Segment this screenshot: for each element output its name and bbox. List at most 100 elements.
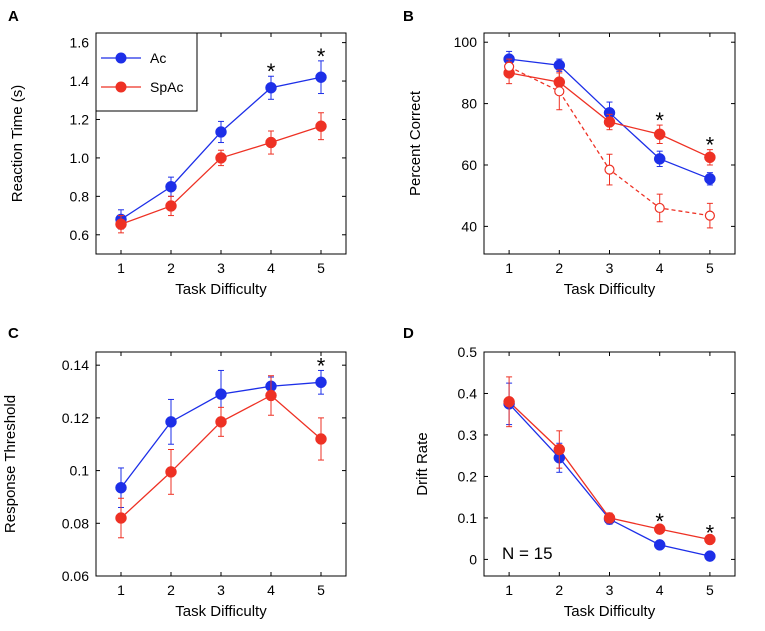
x-tick-label: 4 <box>656 260 664 276</box>
y-tick-label: 0.8 <box>70 188 90 204</box>
y-tick-label: 0.12 <box>62 410 89 426</box>
panel-letter: B <box>403 8 414 25</box>
x-tick-label: 4 <box>267 582 275 598</box>
x-tick-label: 2 <box>167 582 175 598</box>
legend-label: SpAc <box>150 79 183 95</box>
y-axis-label: Reaction Time (s) <box>9 85 26 203</box>
y-tick-label: 1.2 <box>70 111 90 127</box>
y-tick-label: 0 <box>469 551 477 567</box>
point-spac-open- <box>704 210 716 221</box>
x-axis-label: Task Difficulty <box>175 603 267 620</box>
x-tick-label: 5 <box>706 582 714 598</box>
point-ac <box>165 416 177 428</box>
x-tick-label: 5 <box>317 582 325 598</box>
point-spac <box>215 152 227 164</box>
point-spac <box>653 128 666 141</box>
point-spac-open- <box>654 202 665 214</box>
point-spac <box>165 200 177 212</box>
point-ac <box>215 388 227 400</box>
x-tick-label: 5 <box>706 260 714 276</box>
x-axis-label: Task Difficulty <box>564 281 656 298</box>
y-tick-label: 0.1 <box>458 510 478 526</box>
point-spac <box>315 120 327 132</box>
point-ac <box>165 180 177 193</box>
y-tick-label: 0.3 <box>458 427 478 443</box>
point-ac <box>704 173 716 185</box>
point-ac <box>315 376 327 389</box>
panel-letter: A <box>8 8 19 25</box>
x-axis-label: Task Difficulty <box>564 603 656 620</box>
legend-marker <box>115 52 127 64</box>
panel-a: A 1 2 3 4 5 0.6 0.8 1.0 1.2 1.4 1.6 Task Difficulty R… <box>8 8 347 298</box>
point-spac <box>603 116 616 128</box>
x-tick-label: 2 <box>167 260 175 276</box>
x-tick-label: 2 <box>555 582 563 598</box>
point-ac <box>553 59 566 71</box>
significance-star: * <box>706 520 715 545</box>
x-tick-label: 3 <box>217 582 225 598</box>
y-tick-label: 1.6 <box>70 35 90 51</box>
y-tick-label: 100 <box>454 34 478 50</box>
y-tick-label: 40 <box>461 218 477 234</box>
point-spac <box>115 218 127 230</box>
significance-star: * <box>655 108 664 133</box>
point-spac <box>265 136 277 149</box>
legend: Ac SpAc <box>95 32 198 112</box>
y-tick-label: 0.14 <box>62 357 89 373</box>
significance-star: * <box>267 59 276 84</box>
significance-star: * <box>655 509 664 534</box>
significance-star: * <box>317 353 326 378</box>
x-tick-label: 1 <box>505 582 513 598</box>
y-tick-label: 1.0 <box>70 150 90 166</box>
x-axis-label: Task Difficulty <box>175 281 267 298</box>
point-spac <box>165 466 177 478</box>
point-spac <box>315 433 327 445</box>
y-tick-label: 60 <box>461 157 477 173</box>
point-spac <box>653 523 666 535</box>
point-ac <box>215 126 227 138</box>
plot-frame <box>483 351 736 577</box>
x-tick-label: 2 <box>555 260 563 276</box>
point-ac <box>115 481 127 494</box>
legend-box <box>95 32 198 112</box>
point-ac <box>315 71 327 83</box>
x-tick-label: 3 <box>606 582 614 598</box>
legend-marker <box>115 81 127 93</box>
panel-c: C 1 2 3 4 5 0.06 0.08 0.1 0.12 0.14 Task Difficulty… <box>2 325 347 620</box>
x-tick-label: 4 <box>267 260 275 276</box>
y-tick-label: 0.08 <box>62 515 89 531</box>
panel-d: D 1 2 3 4 5 0 0.1 0.2 0.3 0.4 0.5 Task Difficulty Dri… <box>403 325 736 620</box>
y-tick-label: 80 <box>461 96 477 112</box>
point-spac <box>215 416 227 428</box>
series-line-spac-open- <box>508 66 710 217</box>
point-ac <box>704 550 716 562</box>
x-tick-label: 3 <box>606 260 614 276</box>
significance-star: * <box>317 44 326 69</box>
panel-letter: C <box>8 325 19 342</box>
point-ac <box>653 539 666 551</box>
y-axis-label: Response Threshold <box>2 395 19 533</box>
point-spac <box>553 443 566 456</box>
y-tick-label: 0.6 <box>70 227 90 243</box>
y-tick-label: 0.06 <box>62 568 89 584</box>
point-spac <box>704 533 716 546</box>
y-tick-label: 0.4 <box>458 385 478 401</box>
point-ac <box>265 82 277 94</box>
y-axis-label: Percent Correct <box>407 90 424 196</box>
significance-star: * <box>706 133 715 158</box>
point-spac <box>115 512 127 524</box>
panel-b: B 1 2 3 4 5 40 60 80 100 Task Difficulty Percent Co… <box>403 8 736 298</box>
point-spac <box>265 389 277 402</box>
plot-frame <box>483 32 736 255</box>
point-ac <box>653 153 666 165</box>
point-spac <box>603 512 616 524</box>
y-tick-label: 0.1 <box>70 463 90 479</box>
y-tick-label: 0.2 <box>458 468 478 484</box>
legend-label: Ac <box>150 50 166 66</box>
panel-letter: D <box>403 325 414 342</box>
point-spac-open- <box>604 164 615 175</box>
x-tick-label: 1 <box>117 582 125 598</box>
y-axis-label: Drift Rate <box>414 432 431 495</box>
y-tick-label: 1.4 <box>70 73 90 89</box>
